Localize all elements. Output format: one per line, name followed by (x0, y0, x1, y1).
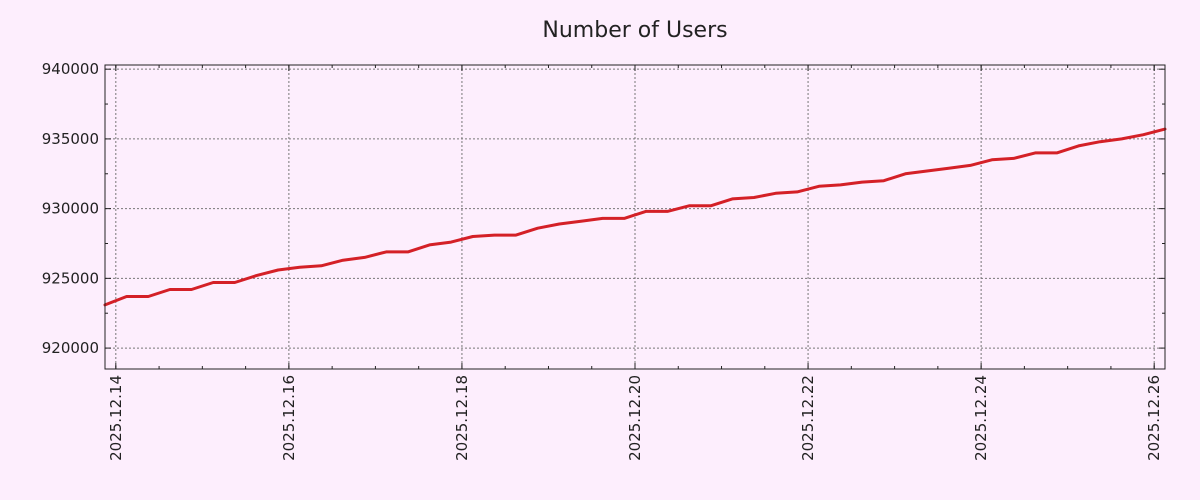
tick-labels: 920000 925000 930000 935000 940000 2025.12.14… (42, 60, 1163, 461)
x-tick-label: 2025.12.16 (280, 375, 298, 461)
y-tick-label: 940000 (42, 60, 99, 78)
x-tick-label: 2025.12.20 (626, 375, 644, 461)
y-tick-label: 930000 (42, 200, 99, 218)
series-line-0 (103, 127, 1167, 307)
x-tick-label: 2025.12.24 (972, 375, 990, 461)
chart-title: Number of Users (542, 18, 727, 43)
grid-lines (105, 65, 1165, 369)
x-tick-label: 2025.12.18 (453, 375, 471, 461)
y-tick-label: 925000 (42, 269, 99, 287)
series-layer (103, 127, 1167, 307)
x-tick-label: 2025.12.14 (107, 375, 125, 461)
plot-frame (104, 64, 1166, 370)
x-tick-label: 2025.12.26 (1145, 375, 1163, 461)
y-tick-label: 935000 (42, 130, 99, 148)
y-tick-label: 920000 (42, 339, 99, 357)
x-tick-label: 2025.12.22 (799, 375, 817, 461)
